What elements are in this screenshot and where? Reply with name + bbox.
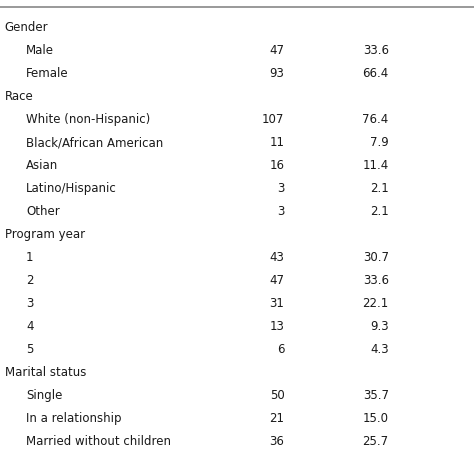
Text: Other: Other — [26, 205, 60, 218]
Text: 31: 31 — [270, 297, 284, 310]
Text: In a relationship: In a relationship — [26, 412, 121, 425]
Text: 36: 36 — [270, 435, 284, 448]
Text: 25.7: 25.7 — [363, 435, 389, 448]
Text: 33.6: 33.6 — [363, 45, 389, 57]
Text: 30.7: 30.7 — [363, 251, 389, 264]
Text: 2.1: 2.1 — [370, 205, 389, 218]
Text: 11: 11 — [269, 137, 284, 149]
Text: 11.4: 11.4 — [363, 159, 389, 172]
Text: Marital status: Marital status — [5, 366, 86, 379]
Text: 21: 21 — [269, 412, 284, 425]
Text: 2: 2 — [26, 274, 34, 287]
Text: 13: 13 — [270, 320, 284, 333]
Text: 7.9: 7.9 — [370, 137, 389, 149]
Text: Female: Female — [26, 67, 69, 80]
Text: 47: 47 — [269, 45, 284, 57]
Text: Male: Male — [26, 45, 54, 57]
Text: White (non-Hispanic): White (non-Hispanic) — [26, 113, 150, 126]
Text: 1: 1 — [26, 251, 34, 264]
Text: 93: 93 — [270, 67, 284, 80]
Text: 3: 3 — [277, 205, 284, 218]
Text: 4: 4 — [26, 320, 34, 333]
Text: 76.4: 76.4 — [363, 113, 389, 126]
Text: 3: 3 — [277, 182, 284, 195]
Text: 2.1: 2.1 — [370, 182, 389, 195]
Text: 43: 43 — [270, 251, 284, 264]
Text: Program year: Program year — [5, 228, 85, 241]
Text: 47: 47 — [269, 274, 284, 287]
Text: Race: Race — [5, 91, 34, 103]
Text: 15.0: 15.0 — [363, 412, 389, 425]
Text: 50: 50 — [270, 389, 284, 402]
Text: Black/African American: Black/African American — [26, 137, 164, 149]
Text: 33.6: 33.6 — [363, 274, 389, 287]
Text: 6: 6 — [277, 343, 284, 356]
Text: 16: 16 — [269, 159, 284, 172]
Text: 5: 5 — [26, 343, 34, 356]
Text: 4.3: 4.3 — [370, 343, 389, 356]
Text: 22.1: 22.1 — [363, 297, 389, 310]
Text: 107: 107 — [262, 113, 284, 126]
Text: 9.3: 9.3 — [370, 320, 389, 333]
Text: Gender: Gender — [5, 21, 48, 34]
Text: Single: Single — [26, 389, 63, 402]
Text: Latino/Hispanic: Latino/Hispanic — [26, 182, 117, 195]
Text: Asian: Asian — [26, 159, 58, 172]
Text: Married without children: Married without children — [26, 435, 171, 448]
Text: 66.4: 66.4 — [363, 67, 389, 80]
Text: 3: 3 — [26, 297, 34, 310]
Text: 35.7: 35.7 — [363, 389, 389, 402]
